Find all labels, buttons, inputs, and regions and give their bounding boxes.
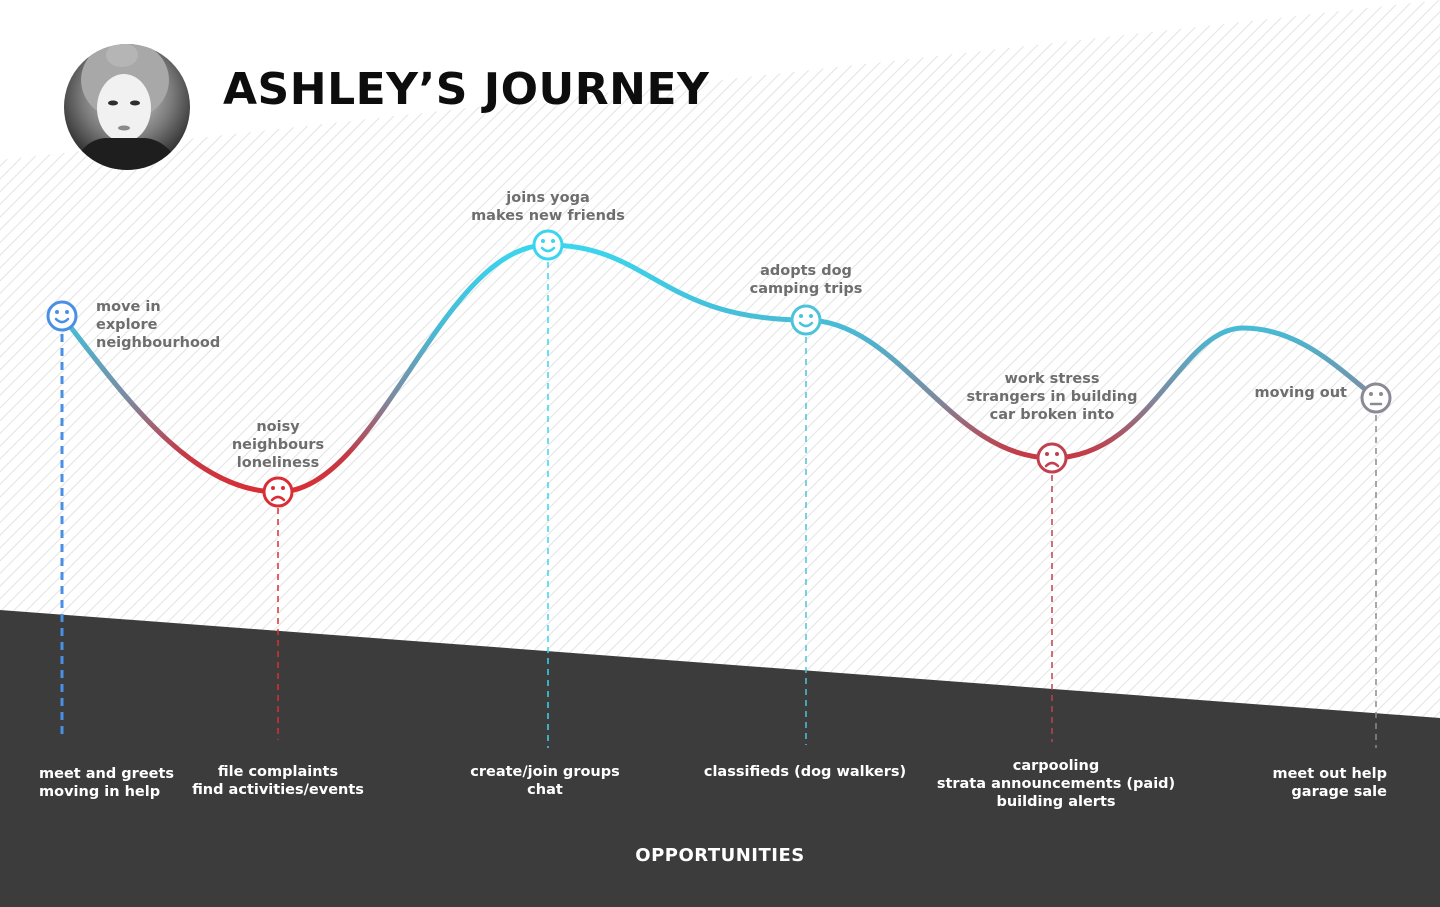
- stage-label-line: work stress: [1004, 371, 1100, 387]
- stage-label-line: car broken into: [989, 407, 1115, 423]
- stage-label-move-in: move in explore neighbourhood: [96, 298, 220, 352]
- opportunity-dog: classifieds (dog walkers): [704, 763, 906, 781]
- opportunity-line: carpooling: [1012, 758, 1100, 774]
- opportunity-line: meet out help: [1272, 766, 1387, 782]
- opportunity-line: file complaints: [217, 764, 339, 780]
- opportunity-moving-out: meet out help garage sale: [1272, 765, 1387, 801]
- sad-face-icon: [262, 476, 294, 508]
- happy-face-icon: [532, 229, 564, 261]
- stage-label-line: makes new friends: [471, 208, 625, 224]
- sad-face-icon: [1036, 442, 1068, 474]
- stage-dash-lines: [60, 262, 1377, 748]
- opportunity-line: classifieds (dog walkers): [703, 764, 907, 780]
- stage-label-line: neighbourhood: [96, 335, 221, 351]
- stage-label-noisy: noisy neighbours loneliness: [232, 418, 324, 472]
- stage-label-line: strangers in building: [966, 389, 1138, 405]
- opportunity-line: garage sale: [1291, 784, 1387, 800]
- happy-face-icon: [790, 304, 822, 336]
- opportunity-line: building alerts: [996, 794, 1116, 810]
- stage-label-line: explore: [96, 317, 158, 333]
- stage-label-moving-out: moving out: [1255, 384, 1347, 402]
- happy-face-icon: [46, 300, 78, 332]
- opportunity-yoga: create/join groups chat: [470, 763, 620, 799]
- avatar: [64, 44, 190, 170]
- opportunity-line: chat: [527, 782, 563, 798]
- page-title: ASHLEY’S JOURNEY: [223, 64, 710, 115]
- stage-label-line: joins yoga: [506, 190, 590, 206]
- stage-label-line: noisy: [256, 419, 300, 435]
- stage-label-stress: work stress strangers in building car brok…: [967, 370, 1138, 424]
- stage-label-dog: adopts dog camping trips: [750, 262, 863, 298]
- mood-faces: [46, 229, 1392, 508]
- opportunity-noisy: file complaints find activities/events: [192, 763, 364, 799]
- opportunity-line: moving in help: [39, 784, 161, 800]
- opportunity-stress: carpooling strata announcements (paid) bui…: [937, 757, 1175, 811]
- opportunity-line: find activities/events: [192, 782, 364, 798]
- opportunity-move-in: meet and greets moving in help: [39, 765, 174, 801]
- stage-label-line: moving out: [1254, 385, 1347, 401]
- stage-label-line: adopts dog: [760, 263, 852, 279]
- opportunity-line: strata announcements (paid): [936, 776, 1176, 792]
- stage-label-line: loneliness: [236, 455, 320, 471]
- stage-label-line: neighbours: [231, 437, 325, 453]
- stage-label-yoga: joins yoga makes new friends: [471, 189, 625, 225]
- opportunities-heading: OPPORTUNITIES: [635, 845, 805, 866]
- hatched-background: [0, 0, 1440, 720]
- opportunities-band: [0, 610, 1440, 907]
- stage-label-line: move in: [96, 299, 161, 315]
- opportunity-line: create/join groups: [470, 764, 620, 780]
- opportunity-line: meet and greets: [39, 766, 175, 782]
- stage-label-line: camping trips: [749, 281, 863, 297]
- neutral-face-icon: [1360, 382, 1392, 414]
